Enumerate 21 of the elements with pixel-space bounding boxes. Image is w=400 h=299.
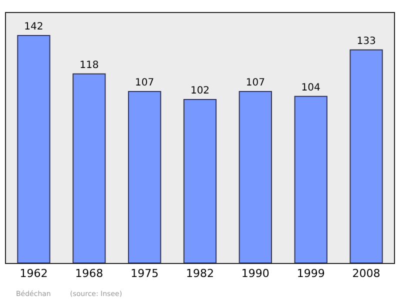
- x-tick-label: 1999: [296, 267, 325, 280]
- x-tick-label: 1962: [20, 267, 48, 280]
- x-tick-label: 1975: [130, 267, 159, 280]
- data-label: 133: [356, 36, 376, 47]
- bar: [17, 34, 50, 263]
- data-label: 107: [135, 78, 154, 89]
- data-label: 102: [190, 86, 210, 97]
- bar: [128, 91, 162, 263]
- data-label: 107: [246, 78, 265, 89]
- x-tick-label: 1990: [241, 267, 270, 280]
- data-label: 118: [80, 60, 99, 71]
- data-label: 142: [24, 21, 44, 32]
- data-label: 104: [301, 82, 320, 94]
- bar: [183, 99, 217, 263]
- bar: [350, 49, 383, 263]
- x-tick-label: 2008: [352, 267, 380, 280]
- x-tick-label: 1968: [75, 267, 104, 280]
- bar: [72, 73, 106, 263]
- x-tick-label: 1982: [186, 267, 214, 280]
- bar: [238, 91, 272, 263]
- bar: [294, 96, 328, 263]
